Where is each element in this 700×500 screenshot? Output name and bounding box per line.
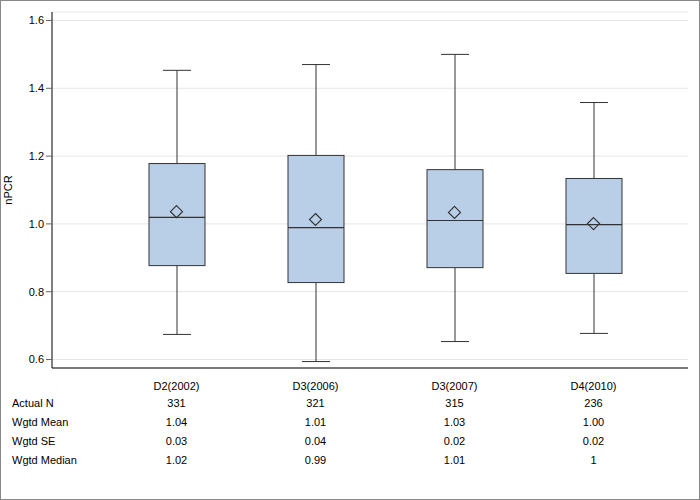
html-text:0.04: 0.04 — [304, 435, 327, 447]
html-text:1.04: 1.04 — [165, 416, 188, 428]
svg-text:0.6: 0.6 — [29, 353, 44, 365]
html-text:236: 236 — [584, 397, 603, 409]
html-text:1.01: 1.01 — [304, 416, 327, 428]
html-text:331: 331 — [167, 397, 186, 409]
html-text:Wgtd SE: Wgtd SE — [12, 435, 56, 447]
html-text:0.02: 0.02 — [582, 435, 605, 447]
html-text:321: 321 — [306, 397, 325, 409]
html-text:1.02: 1.02 — [165, 454, 188, 466]
html-text:0.03: 0.03 — [165, 435, 188, 447]
svg-text:1.2: 1.2 — [29, 150, 44, 162]
html-text:Actual N: Actual N — [12, 397, 54, 409]
svg-text:D3(2006): D3(2006) — [293, 380, 339, 392]
html-text:0.99: 0.99 — [304, 454, 327, 466]
html-text:0.02: 0.02 — [443, 435, 466, 447]
html-text:1.00: 1.00 — [582, 416, 605, 428]
html-text:315: 315 — [445, 397, 464, 409]
html-text:1.03: 1.03 — [443, 416, 466, 428]
svg-text:1.4: 1.4 — [29, 82, 44, 94]
svg-text:D2(2002): D2(2002) — [154, 380, 200, 392]
svg-text:D3(2007): D3(2007) — [432, 380, 478, 392]
html-text:Wgtd Mean: Wgtd Mean — [12, 416, 69, 428]
svg-text:nPCR: nPCR — [8, 175, 14, 204]
html-text:1: 1 — [590, 454, 597, 466]
svg-text:0.8: 0.8 — [29, 286, 44, 298]
svg-text:1.6: 1.6 — [29, 14, 44, 26]
html-text:Wgtd Median: Wgtd Median — [12, 454, 77, 466]
html-text:1.01: 1.01 — [443, 454, 466, 466]
svg-text:D4(2010): D4(2010) — [571, 380, 617, 392]
svg-text:1.0: 1.0 — [29, 218, 44, 230]
